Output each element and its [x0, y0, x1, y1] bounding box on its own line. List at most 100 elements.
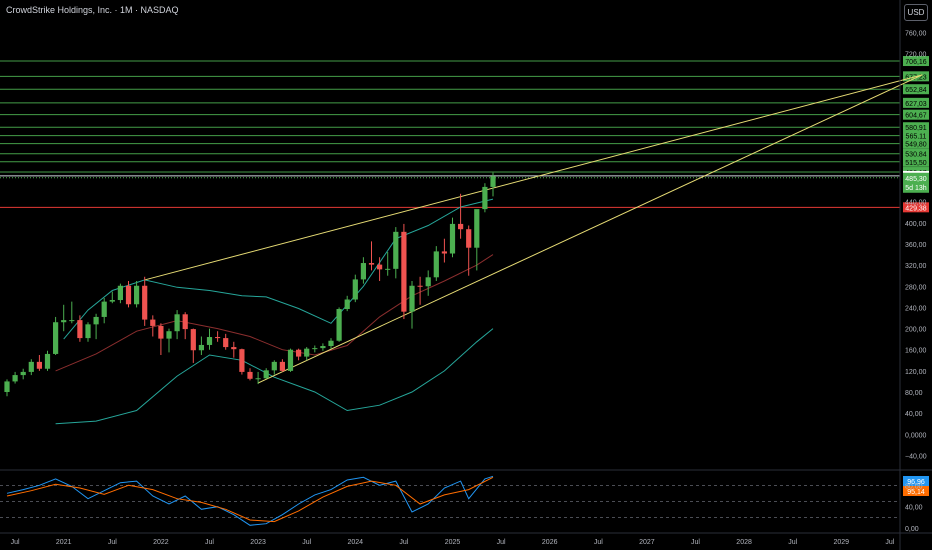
candle-body [344, 299, 350, 310]
resistance-label-bg [903, 130, 929, 141]
resistance-label-text: 652,84 [905, 87, 927, 94]
stoch-k-line [6, 475, 494, 526]
resistance-label-text: 549,80 [905, 142, 927, 149]
trend-lines [144, 74, 923, 384]
price-tick-label: 40,00 [905, 411, 923, 418]
candle-body [20, 371, 26, 376]
price-tick-label: 440,00 [905, 200, 927, 207]
time-axis: Jul 2021 Jul 2022 Jul 2023 Jul 2024 Jul 2025 Jul 20… [0, 532, 932, 546]
candle-body [158, 325, 164, 339]
resistance-label: 515,50 [903, 156, 929, 167]
time-tick-label: 2021 [56, 539, 72, 546]
stoch-d-label: 95,14 [903, 486, 929, 496]
resistance-label: 580,91 [903, 122, 929, 132]
candle [142, 276, 148, 326]
resistance-label-text: 530,84 [905, 152, 927, 159]
resistance-label-bg [903, 109, 929, 120]
candle-body [279, 361, 285, 371]
candle-body [401, 231, 407, 312]
candle [263, 368, 269, 379]
price-tick-label: 280,00 [905, 284, 927, 291]
price-tick-label: −40,00 [905, 453, 927, 460]
support-label-bg [903, 202, 929, 213]
time-tick-label: 2024 [348, 539, 364, 546]
candle-body [304, 348, 310, 357]
candle-body [336, 309, 342, 341]
last-price-text: 485,30 [905, 176, 927, 183]
support-level: 429,38 [0, 202, 929, 213]
last-price-label: 485,30 5d 13h [903, 172, 929, 193]
price-tick-label: 240,00 [905, 305, 927, 312]
candle [328, 338, 334, 349]
candle [239, 348, 245, 375]
candle-body [296, 349, 302, 357]
candle [279, 359, 285, 372]
time-tick-label: Jul [302, 539, 311, 546]
resistance-label-bg [903, 156, 929, 167]
candle [134, 281, 140, 308]
resistance-label: 530,84 [903, 148, 929, 159]
candle [344, 295, 350, 312]
resistance-levels: 706,16677,23652,84627,03604,67580,91565,… [0, 56, 929, 193]
time-tick-label: 2023 [250, 539, 266, 546]
resistance-label: 604,67 [903, 109, 929, 120]
candle [287, 348, 294, 372]
candle-body [393, 231, 399, 269]
candle [174, 310, 180, 340]
candle [182, 312, 188, 340]
candle-body [385, 268, 391, 270]
candle [482, 183, 488, 213]
countdown-text: 5d 13h [905, 185, 927, 192]
candle [360, 257, 366, 284]
candle [61, 304, 67, 332]
candle [101, 297, 107, 324]
resistance-label: 627,03 [903, 97, 929, 108]
candle-body [61, 320, 67, 323]
time-tick-label: 2025 [445, 539, 461, 546]
price-tick-label: 720,00 [905, 52, 927, 59]
candle-body [44, 353, 51, 369]
candle-body [166, 331, 172, 339]
stoch-tick-label: 0,00 [905, 526, 919, 533]
time-tick-label: Jul [205, 539, 214, 546]
candle-body [360, 263, 366, 280]
support-label: 429,38 [903, 202, 929, 213]
time-tick-label: Jul [788, 539, 797, 546]
candle-body [490, 176, 496, 187]
candle [441, 238, 447, 263]
resistance-label-text: 515,50 [905, 160, 927, 167]
resistance-label-bg [903, 97, 929, 108]
time-tick-label: 2022 [153, 539, 169, 546]
candle-body [409, 285, 415, 312]
candle-body [69, 320, 75, 322]
candle [109, 291, 115, 304]
stoch-tick-label: 80,00 [905, 483, 923, 490]
stoch-d-label-text: 95,14 [907, 489, 925, 496]
time-tick-label: Jul [11, 539, 20, 546]
time-tick-label: 2027 [639, 539, 655, 546]
candle [206, 328, 213, 350]
candle-body [352, 279, 358, 300]
candle-body [85, 324, 91, 339]
time-tick-label: Jul [399, 539, 408, 546]
resistance-label-text: 706,16 [905, 59, 927, 66]
currency-button[interactable]: USD [904, 4, 928, 21]
candle-body [482, 186, 488, 210]
candle [336, 307, 342, 342]
candle-body [377, 264, 383, 270]
price-tick-label: 120,00 [905, 369, 927, 376]
candle [368, 241, 375, 271]
time-tick-label: Jul [885, 539, 894, 546]
bb-basis-line [55, 254, 494, 372]
candle [166, 328, 172, 353]
candles [4, 172, 496, 397]
last-price-bg [903, 172, 929, 193]
resistance-label: 652,84 [903, 84, 929, 95]
candle [271, 360, 277, 375]
candle-body [312, 348, 318, 350]
resistance-label-bg [903, 138, 929, 149]
candle-body [231, 347, 237, 350]
candle-body [109, 300, 115, 302]
candle-body [117, 285, 123, 301]
